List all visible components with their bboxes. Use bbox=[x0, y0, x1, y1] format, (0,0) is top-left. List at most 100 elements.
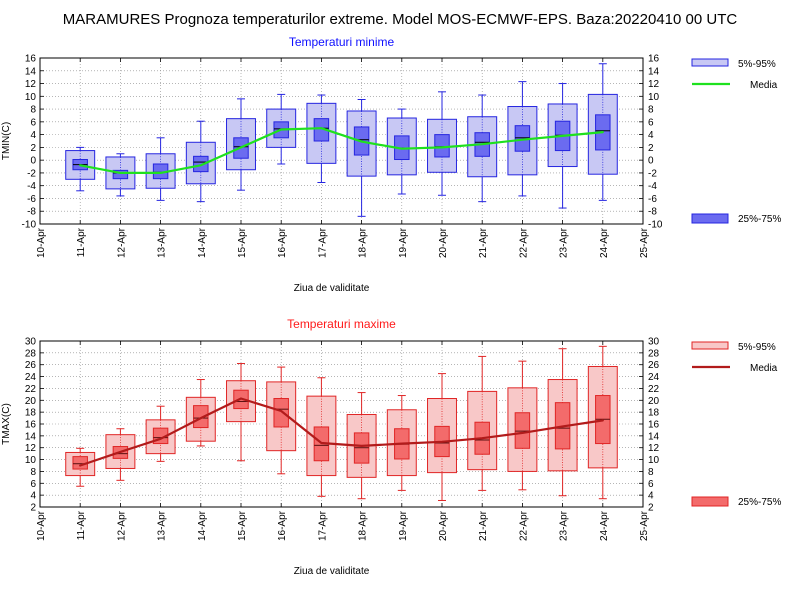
panel-title: Temperaturi maxime bbox=[287, 317, 396, 331]
x-axis-label: Ziua de validitate bbox=[294, 283, 370, 294]
x-tick-label: 14-Apr bbox=[197, 510, 208, 541]
y-tick-label-right: 16 bbox=[648, 54, 660, 65]
y-tick-label-left: 14 bbox=[25, 431, 37, 442]
y-tick-label-left: 20 bbox=[25, 396, 37, 407]
box-14-Apr bbox=[185, 120, 216, 203]
x-tick-label: 19-Apr bbox=[398, 227, 409, 258]
y-tick-label-left: -8 bbox=[27, 207, 36, 218]
x-tick-label: 20-Apr bbox=[438, 227, 449, 258]
y-tick-label-right: 4 bbox=[648, 491, 654, 502]
box-13-Apr bbox=[145, 137, 176, 201]
y-tick-label-right: -2 bbox=[648, 168, 657, 179]
y-tick-label-left: 16 bbox=[25, 54, 37, 65]
x-tick-label: 10-Apr bbox=[36, 227, 47, 258]
x-tick-label: 11-Apr bbox=[76, 227, 87, 257]
box-25-75 bbox=[193, 405, 209, 429]
box-19-Apr bbox=[386, 108, 417, 195]
y-tick-label-right: 12 bbox=[648, 443, 660, 454]
legend-swatch-5-95 bbox=[691, 58, 729, 67]
y-tick-label-right: 10 bbox=[648, 455, 660, 466]
box-25-75 bbox=[273, 398, 289, 428]
box-17-Apr bbox=[306, 94, 337, 183]
y-tick-label-left: 4 bbox=[30, 130, 36, 141]
box-21-Apr bbox=[467, 94, 498, 203]
y-tick-label-right: 8 bbox=[648, 105, 654, 116]
legend-swatch-5-95 bbox=[691, 341, 729, 350]
y-tick-label-right: 16 bbox=[648, 420, 660, 431]
legend-label-5-95: 5%-95% bbox=[738, 342, 776, 353]
y-tick-label-left: 10 bbox=[25, 455, 37, 466]
legend-label-media: Media bbox=[750, 363, 778, 374]
y-tick-label-right: -10 bbox=[648, 220, 663, 231]
x-tick-label: 12-Apr bbox=[116, 227, 127, 258]
panel-title: Temperaturi minime bbox=[289, 35, 395, 49]
box-17-Apr bbox=[306, 377, 337, 497]
box-20-Apr bbox=[427, 373, 457, 501]
y-tick-label-right: 18 bbox=[648, 408, 660, 419]
y-tick-label-right: 26 bbox=[648, 360, 660, 371]
x-tick-label: 18-Apr bbox=[358, 227, 369, 258]
x-tick-label: 24-Apr bbox=[599, 227, 610, 258]
box-23-Apr bbox=[547, 348, 578, 497]
y-tick-label-right: 14 bbox=[648, 431, 660, 442]
box-25-75 bbox=[193, 155, 209, 173]
x-tick-label: 21-Apr bbox=[478, 510, 489, 541]
y-tick-label-left: 10 bbox=[25, 92, 37, 103]
x-tick-label: 16-Apr bbox=[277, 510, 288, 541]
legend: 5%-95% Media 25%-75% bbox=[691, 341, 781, 508]
legend-label-25-75: 25%-75% bbox=[738, 214, 781, 225]
legend-label-media: Media bbox=[750, 80, 778, 91]
y-tick-label-right: -6 bbox=[648, 194, 657, 205]
y-tick-label-right: 2 bbox=[648, 143, 654, 154]
y-tick-label-right: 14 bbox=[648, 66, 660, 77]
y-tick-label-left: -4 bbox=[27, 181, 36, 192]
x-tick-label: 25-Apr bbox=[639, 510, 650, 541]
box-25-75 bbox=[434, 134, 450, 158]
boxes bbox=[65, 63, 618, 217]
x-tick-label: 15-Apr bbox=[237, 510, 248, 541]
media-line bbox=[79, 397, 604, 467]
legend: 5%-95% Media 25%-75% bbox=[691, 58, 781, 225]
box-23-Apr bbox=[547, 83, 578, 209]
y-tick-label-left: -2 bbox=[27, 168, 36, 179]
legend-swatch-25-75 bbox=[691, 496, 729, 507]
y-tick-label-right: 24 bbox=[648, 372, 660, 383]
x-tick-label: 25-Apr bbox=[639, 227, 650, 258]
y-tick-label-right: 6 bbox=[648, 117, 654, 128]
x-tick-label: 13-Apr bbox=[157, 227, 168, 258]
y-tick-label-left: 22 bbox=[25, 384, 37, 395]
box-18-Apr bbox=[346, 99, 377, 217]
plot-frame bbox=[39, 340, 644, 508]
y-tick-label-left: 18 bbox=[25, 408, 37, 419]
media-line bbox=[79, 127, 604, 174]
box-20-Apr bbox=[427, 91, 457, 196]
y-tick-label-left: 16 bbox=[25, 420, 37, 431]
y-tick-label-left: 8 bbox=[30, 467, 36, 478]
x-tick-label: 11-Apr bbox=[76, 510, 87, 540]
legend-label-5-95: 5%-95% bbox=[738, 59, 776, 70]
legend-label-25-75: 25%-75% bbox=[738, 497, 781, 508]
legend-swatch-25-75 bbox=[691, 213, 729, 224]
y-tick-label-right: 22 bbox=[648, 384, 660, 395]
y-axis-label: TMAX(C) bbox=[1, 403, 12, 445]
tmin-panel: Temperaturi minime -10 -10 -8 -8 -6 -6 -4 -4 -2 -2… bbox=[1, 35, 781, 294]
y-tick-label-left: -10 bbox=[22, 220, 37, 231]
box-14-Apr bbox=[185, 379, 216, 447]
box-11-Apr bbox=[65, 146, 96, 192]
y-tick-label-right: 6 bbox=[648, 479, 654, 490]
y-tick-label-left: 2 bbox=[30, 503, 36, 514]
y-tick-label-right: -4 bbox=[648, 181, 657, 192]
x-tick-label: 21-Apr bbox=[478, 227, 489, 258]
x-tick-label: 13-Apr bbox=[157, 510, 168, 541]
y-tick-label-left: 6 bbox=[30, 117, 36, 128]
x-tick-label: 23-Apr bbox=[559, 227, 570, 258]
y-tick-label-right: 2 bbox=[648, 503, 654, 514]
box-15-Apr bbox=[226, 98, 256, 191]
box-25-75 bbox=[112, 169, 129, 180]
y-tick-label-right: 8 bbox=[648, 467, 654, 478]
y-tick-label-left: 28 bbox=[25, 348, 37, 359]
y-tick-label-left: 12 bbox=[25, 79, 37, 90]
x-tick-label: 24-Apr bbox=[599, 510, 610, 541]
